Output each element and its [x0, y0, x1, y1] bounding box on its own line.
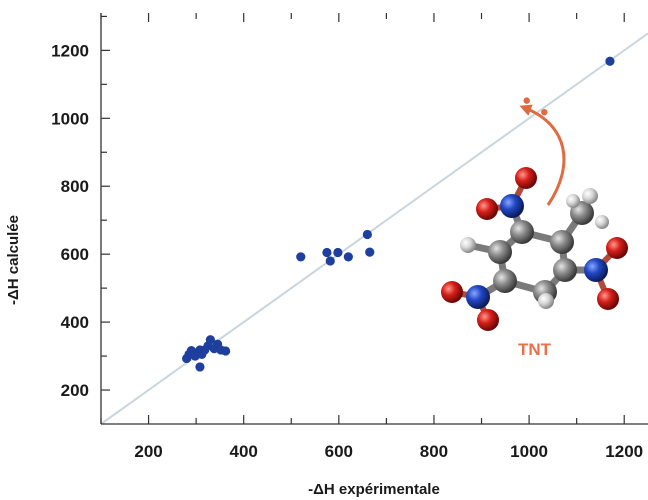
x-tick-label: 800	[420, 442, 448, 461]
highlighted-data-point	[541, 108, 548, 116]
y-tick-label: 1000	[51, 109, 89, 128]
axes	[100, 13, 648, 425]
x-tick-label: 400	[230, 442, 258, 461]
y-tick-label: 1200	[51, 41, 89, 60]
x-tick-label: 600	[325, 442, 353, 461]
y-axis-title: -ΔH calculée	[5, 215, 22, 305]
tick-marks: 200 400 600 800 1000 1200 200 400 600 800 1000 1200	[51, 13, 643, 461]
y-tick-label: 800	[61, 177, 89, 196]
data-point	[333, 247, 343, 258]
x-tick-label: 200	[134, 442, 162, 461]
data-point	[322, 247, 332, 258]
tnt-molecule-illustration: TNT	[441, 104, 628, 359]
highlighted-data-point	[523, 97, 530, 104]
annotation-arrow	[519, 104, 566, 206]
tnt-label: TNT	[518, 340, 552, 359]
y-tick-label: 600	[61, 245, 89, 264]
data-point	[205, 335, 215, 345]
x-tick-label: 1000	[510, 442, 548, 461]
data-point	[186, 346, 196, 356]
data-point	[296, 252, 306, 262]
data-point	[365, 247, 375, 257]
y-tick-label: 400	[61, 313, 89, 332]
data-point	[325, 256, 335, 266]
y-tick-label: 200	[61, 381, 89, 400]
data-point	[362, 229, 372, 240]
x-tick-label: 1200	[605, 442, 643, 461]
data-point	[195, 362, 205, 372]
diagonal-reference-line	[100, 32, 648, 425]
data-point	[221, 346, 231, 356]
data-point	[343, 252, 353, 262]
data-points	[182, 56, 615, 372]
data-point	[605, 56, 615, 66]
x-axis-title: -ΔH expérimentale	[308, 481, 440, 498]
